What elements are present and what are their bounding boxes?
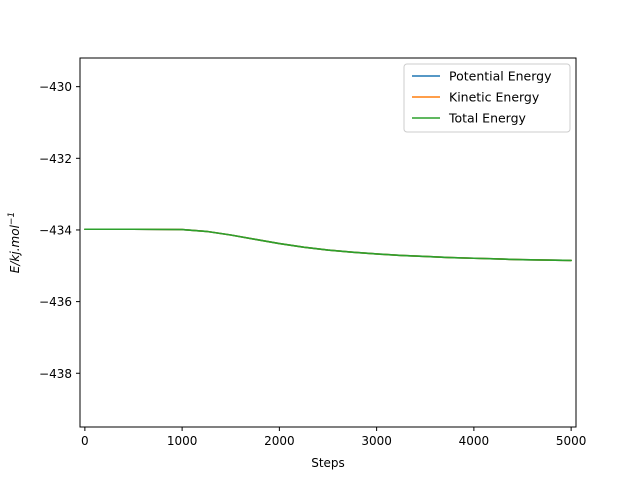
x-tick-label: 3000 [361,434,392,448]
y-axis-title: E/kj.mol−1 [7,212,22,273]
axes-frame [79,57,577,428]
x-tick-label: 5000 [556,434,587,448]
y-axis-title-main: E/kj.mol [8,224,22,273]
x-axis-title: Steps [311,456,345,470]
y-axis: −438 −436 −434 −432 −430 [39,80,80,381]
legend-label: Total Energy [448,111,527,126]
plot-area [84,228,572,262]
legend-label: Potential Energy [449,69,552,84]
x-axis: 0 1000 2000 3000 4000 5000 [81,427,586,448]
y-tick-label: −432 [39,152,72,166]
x-tick-label: 1000 [167,434,198,448]
legend-label: Kinetic Energy [449,90,540,105]
y-tick-label: −430 [39,80,72,94]
legend: Potential Energy Kinetic Energy Total Ener… [403,63,571,133]
x-tick-label: 4000 [459,434,490,448]
y-axis-title-superscript: −1 [7,212,17,225]
y-tick-label: −436 [39,295,72,309]
legend-box [403,63,571,133]
series-line-3 [84,228,572,262]
y-tick-label: −434 [39,223,72,237]
y-tick-label: −438 [39,367,72,381]
x-tick-label: 2000 [264,434,295,448]
x-tick-label: 0 [81,434,89,448]
